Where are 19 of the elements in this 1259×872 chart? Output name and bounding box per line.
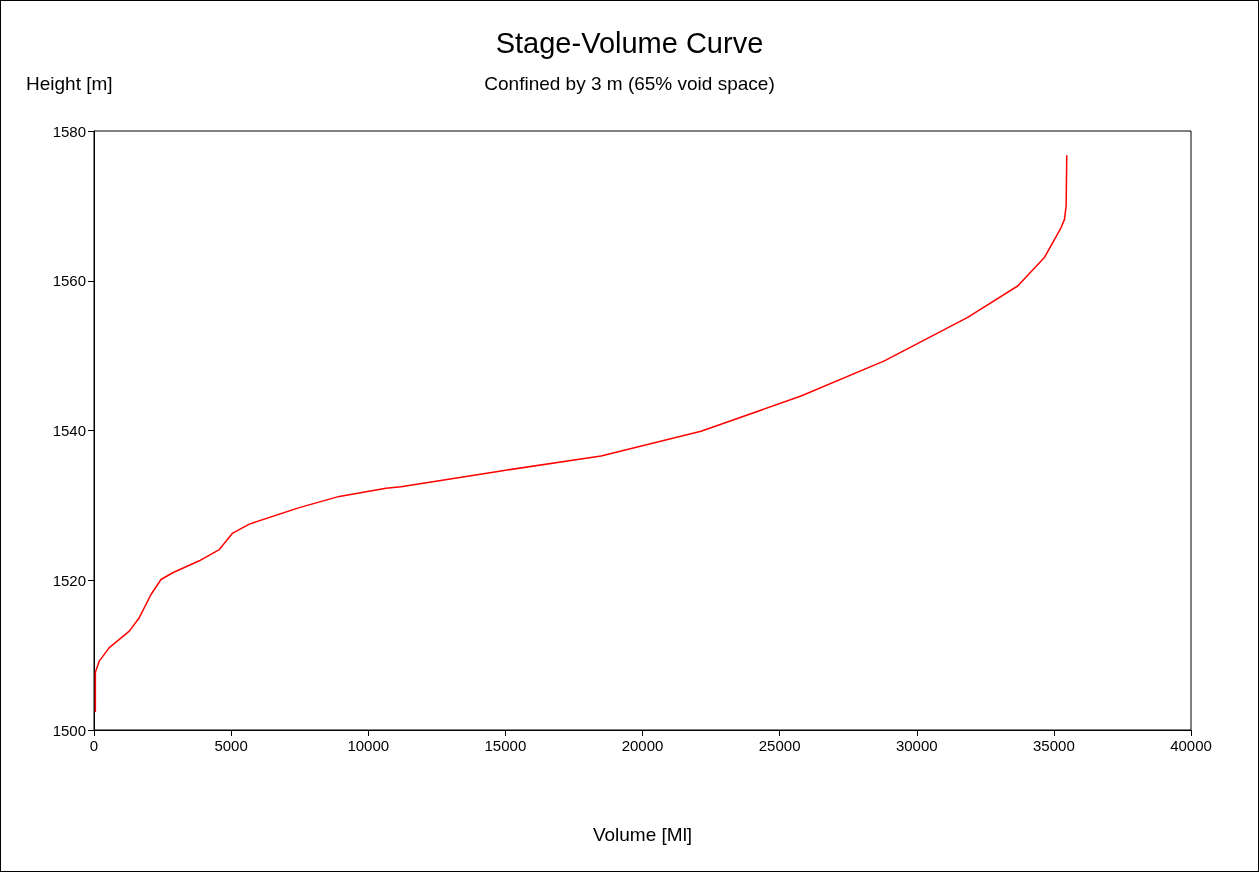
x-tick-label: 0 xyxy=(89,737,99,754)
x-tick-label: 30000 xyxy=(895,737,938,754)
y-axis-title: Height [m] xyxy=(26,73,113,94)
x-tick-label: 5000 xyxy=(214,737,248,754)
x-tick-label: 35000 xyxy=(1033,737,1075,754)
x-tick-label: 15000 xyxy=(484,737,527,754)
y-tick-label: 1540 xyxy=(52,422,86,439)
y-tick-label: 1520 xyxy=(52,571,86,589)
x-axis-title: Volume [Ml] xyxy=(592,824,693,845)
chart-title: Stage-Volume Curve xyxy=(495,26,764,59)
x-tick-label: 40000 xyxy=(1170,737,1212,754)
y-tick-label: 1580 xyxy=(52,122,86,140)
x-tick-label: 10000 xyxy=(347,737,390,754)
y-tick-label: 1560 xyxy=(52,272,86,290)
line-series xyxy=(94,154,1068,713)
chart-subtitle: Confined by 3 m (65% void space) xyxy=(484,73,775,94)
x-tick-label: 25000 xyxy=(758,737,801,754)
y-tick-label: 1500 xyxy=(52,721,86,739)
x-tick-label: 20000 xyxy=(621,737,664,754)
